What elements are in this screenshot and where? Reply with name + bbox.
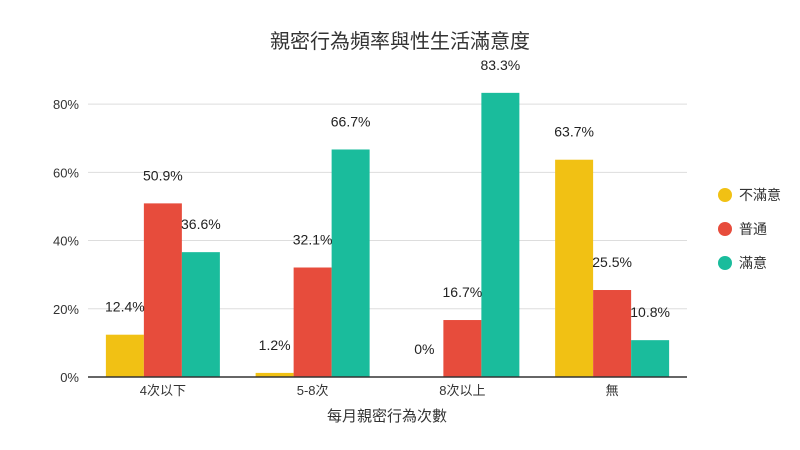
y-tick-label: 80% xyxy=(53,97,79,112)
legend-label: 普通 xyxy=(739,221,767,237)
data-label: 1.2% xyxy=(259,337,291,353)
bar xyxy=(593,290,632,377)
data-label: 83.3% xyxy=(481,57,521,73)
bar xyxy=(331,149,370,377)
y-tick-label: 40% xyxy=(53,234,79,249)
data-label: 12.4% xyxy=(105,299,145,315)
legend-label: 滿意 xyxy=(739,255,767,271)
x-axis-ticks: 4次以下 5-8次 8次以上 無 xyxy=(140,383,619,398)
legend-marker xyxy=(718,256,732,270)
bar xyxy=(631,340,670,377)
data-labels: 12.4% 50.9% 36.6% 1.2% 32.1% 66.7% 0% 16.7% 83.3… xyxy=(105,57,670,357)
y-tick-label: 0% xyxy=(60,370,79,385)
bar xyxy=(105,334,144,377)
data-label: 36.6% xyxy=(181,216,221,232)
data-label: 25.5% xyxy=(592,254,632,270)
bar xyxy=(555,159,594,377)
y-axis-ticks: 0% 20% 40% 60% 80% xyxy=(53,97,79,385)
data-label: 63.7% xyxy=(554,124,594,140)
legend-marker xyxy=(718,188,732,202)
data-label: 32.1% xyxy=(293,232,333,248)
bar xyxy=(181,252,220,377)
data-label: 66.7% xyxy=(331,113,371,129)
x-tick-label: 4次以下 xyxy=(140,383,186,398)
bar xyxy=(293,267,332,377)
y-tick-label: 20% xyxy=(53,302,79,317)
y-tick-label: 60% xyxy=(53,165,79,180)
data-label: 0% xyxy=(414,341,434,357)
data-label: 50.9% xyxy=(143,167,183,183)
data-label: 16.7% xyxy=(443,284,483,300)
bar xyxy=(481,92,520,378)
bar xyxy=(443,320,482,377)
x-axis-title: 每月親密行為次數 xyxy=(327,408,447,425)
data-label: 10.8% xyxy=(630,304,670,320)
chart-title: 親密行為頻率與性生活滿意度 xyxy=(270,30,530,53)
bars xyxy=(105,92,670,378)
x-tick-label: 5-8次 xyxy=(297,383,329,398)
legend-marker xyxy=(718,222,732,236)
bar xyxy=(255,372,294,377)
x-tick-label: 8次以上 xyxy=(439,383,485,398)
legend-label: 不滿意 xyxy=(739,187,781,203)
bar xyxy=(143,203,182,377)
x-tick-label: 無 xyxy=(606,383,619,398)
